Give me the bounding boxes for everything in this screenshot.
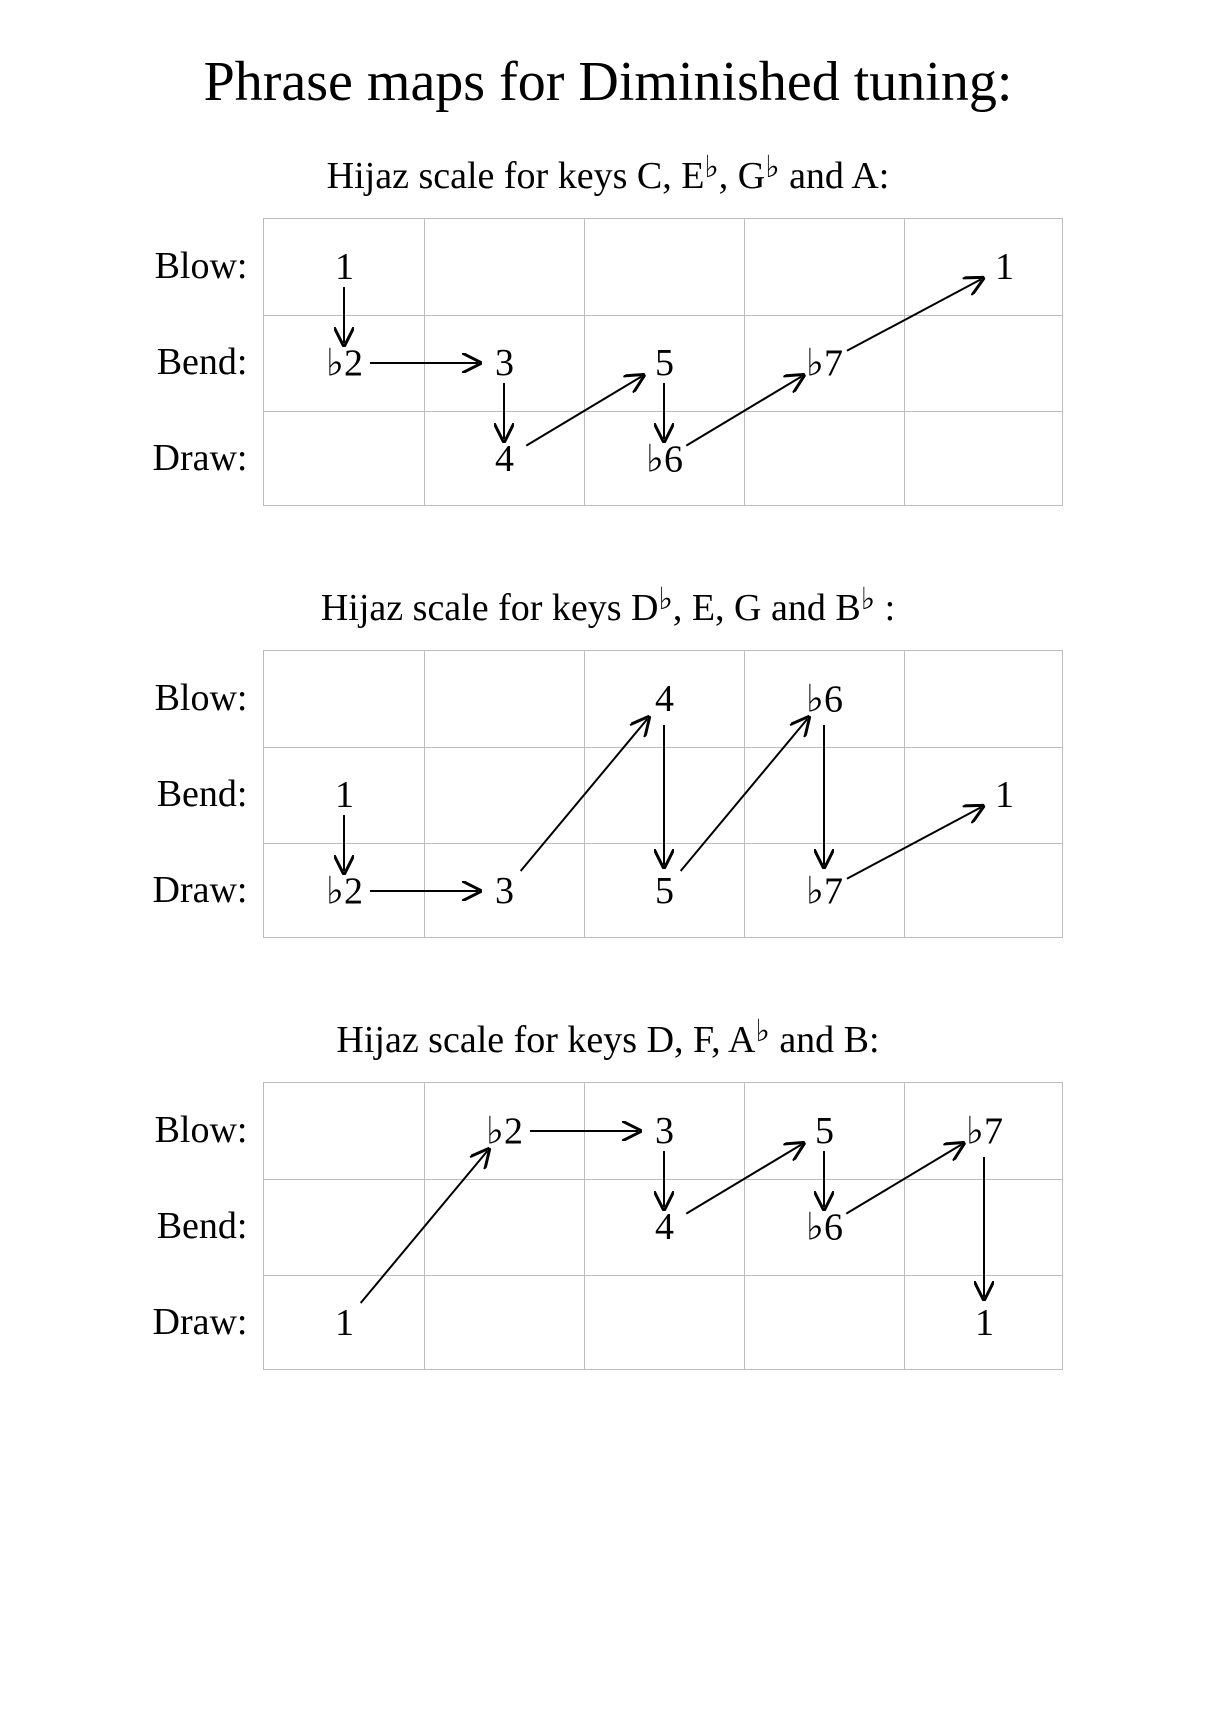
row-label: Bend:	[153, 314, 248, 410]
page: Phrase maps for Diminished tuning: Hijaz…	[0, 0, 1216, 1510]
scale-degree: ♭2	[326, 869, 363, 914]
diagram-wrap: Blow:Bend:Draw: 1 ♭2 3 4 5 ♭6 ♭7 1	[40, 1082, 1176, 1370]
diagram-section: Hijaz scale for keys D, F, A♭ and B: Blow…	[40, 1018, 1176, 1370]
scale-degree: 1	[995, 245, 1014, 289]
row-label: Blow:	[153, 1082, 248, 1178]
page-title: Phrase maps for Diminished tuning:	[40, 50, 1176, 114]
scale-degree: 3	[495, 341, 514, 385]
row-label: Draw:	[153, 1274, 248, 1370]
scale-degree: 1	[335, 1301, 354, 1345]
flat-icon: ♭	[755, 1014, 769, 1048]
flat-icon: ♭	[765, 150, 779, 184]
scale-degree: ♭2	[486, 1109, 523, 1154]
scale-degree: 4	[495, 437, 514, 481]
diagram-wrap: Blow:Bend:Draw: 1 ♭2 3 5 ♭7 4 ♭6 1	[40, 218, 1176, 506]
arrow	[847, 1144, 962, 1213]
row-label: Draw:	[153, 842, 248, 938]
scale-degree: ♭7	[806, 869, 843, 914]
section-title: Hijaz scale for keys D, F, A♭ and B:	[40, 1018, 1176, 1062]
arrow	[361, 1151, 488, 1303]
row-label: Blow:	[153, 650, 248, 746]
scale-degree: 1	[995, 773, 1014, 817]
diagram-section: Hijaz scale for keys C, E♭, G♭ and A: Blo…	[40, 154, 1176, 506]
diagram-section: Hijaz scale for keys D♭, E, G and B♭ : Bl…	[40, 586, 1176, 938]
diagram: Blow:Bend:Draw: 1 ♭2 3 4 5 ♭6 ♭7 1	[153, 650, 1064, 938]
grid: 1 ♭2 3 4 5 ♭6 ♭7 1	[263, 1082, 1063, 1370]
row-labels: Blow:Bend:Draw:	[153, 650, 264, 938]
scale-degree: 4	[655, 1205, 674, 1249]
scale-degree: ♭6	[806, 1205, 843, 1250]
arrow	[687, 376, 802, 445]
row-label: Bend:	[153, 1178, 248, 1274]
scale-degree: 1	[335, 245, 354, 289]
grid: 1 ♭2 3 4 5 ♭6 ♭7 1	[263, 650, 1063, 938]
row-label: Blow:	[153, 218, 248, 314]
arrow	[527, 376, 642, 445]
scale-degree: ♭7	[806, 341, 843, 386]
sections-container: Hijaz scale for keys C, E♭, G♭ and A: Blo…	[40, 154, 1176, 1370]
row-labels: Blow:Bend:Draw:	[153, 218, 264, 506]
scale-degree: ♭6	[806, 677, 843, 722]
row-label: Bend:	[153, 746, 248, 842]
diagram-wrap: Blow:Bend:Draw: 1 ♭2 3 4 5 ♭6 ♭7 1	[40, 650, 1176, 938]
scale-degree: 4	[655, 677, 674, 721]
grid: 1 ♭2 3 5 ♭7 4 ♭6 1	[263, 218, 1063, 506]
flat-icon: ♭	[659, 582, 673, 616]
section-title: Hijaz scale for keys C, E♭, G♭ and A:	[40, 154, 1176, 198]
scale-degree: 5	[655, 341, 674, 385]
diagram: Blow:Bend:Draw: 1 ♭2 3 5 ♭7 4 ♭6 1	[153, 218, 1064, 506]
row-label: Draw:	[153, 410, 248, 506]
flat-icon: ♭	[861, 582, 875, 616]
scale-degree: ♭2	[326, 341, 363, 386]
scale-degree: 5	[815, 1109, 834, 1153]
flat-icon: ♭	[704, 150, 718, 184]
scale-degree: 1	[335, 773, 354, 817]
arrow	[687, 1144, 802, 1213]
scale-degree: 3	[655, 1109, 674, 1153]
arrow	[681, 719, 808, 871]
section-title: Hijaz scale for keys D♭, E, G and B♭ :	[40, 586, 1176, 630]
scale-degree: ♭6	[646, 437, 683, 482]
scale-degree: 1	[975, 1301, 994, 1345]
arrow	[847, 807, 981, 879]
arrow	[847, 279, 981, 351]
scale-degree: ♭7	[966, 1109, 1003, 1154]
scale-degree: 3	[495, 869, 514, 913]
diagram: Blow:Bend:Draw: 1 ♭2 3 4 5 ♭6 ♭7 1	[153, 1082, 1064, 1370]
scale-degree: 5	[655, 869, 674, 913]
arrow	[521, 719, 648, 871]
row-labels: Blow:Bend:Draw:	[153, 1082, 264, 1370]
